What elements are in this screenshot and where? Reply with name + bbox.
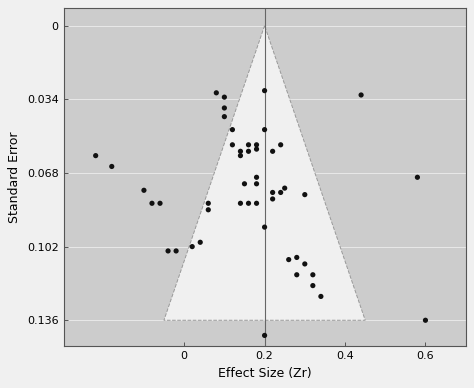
Point bbox=[301, 192, 309, 198]
Point bbox=[293, 272, 301, 278]
Point bbox=[188, 244, 196, 250]
Point bbox=[237, 200, 244, 206]
Point bbox=[261, 332, 268, 338]
Point bbox=[309, 272, 317, 278]
Point bbox=[245, 148, 252, 154]
Point bbox=[212, 90, 220, 96]
Point bbox=[269, 148, 276, 154]
Point bbox=[301, 261, 309, 267]
Point bbox=[245, 142, 252, 148]
Point bbox=[228, 126, 236, 133]
Point bbox=[220, 94, 228, 100]
Point bbox=[173, 248, 180, 254]
Point bbox=[277, 189, 284, 196]
Point bbox=[228, 142, 236, 148]
Point bbox=[414, 174, 421, 180]
Point bbox=[156, 200, 164, 206]
Point bbox=[92, 152, 100, 159]
Point bbox=[237, 152, 244, 159]
Point bbox=[261, 126, 268, 133]
Point bbox=[309, 282, 317, 289]
Polygon shape bbox=[164, 26, 365, 320]
Point bbox=[140, 187, 148, 193]
Point bbox=[204, 207, 212, 213]
Point bbox=[220, 114, 228, 120]
Point bbox=[261, 224, 268, 230]
Point bbox=[253, 174, 260, 180]
Point bbox=[196, 239, 204, 245]
Point bbox=[108, 163, 116, 170]
Point bbox=[204, 200, 212, 206]
Point bbox=[261, 88, 268, 94]
Point bbox=[285, 256, 292, 263]
Point bbox=[281, 185, 289, 191]
Point bbox=[148, 200, 156, 206]
Point bbox=[277, 142, 284, 148]
Point bbox=[422, 317, 429, 323]
Point bbox=[357, 92, 365, 98]
Point bbox=[253, 181, 260, 187]
Point bbox=[237, 148, 244, 154]
Point bbox=[269, 196, 276, 202]
X-axis label: Effect Size (Zr): Effect Size (Zr) bbox=[218, 367, 311, 380]
Point bbox=[253, 146, 260, 152]
Y-axis label: Standard Error: Standard Error bbox=[9, 132, 21, 223]
Point bbox=[220, 105, 228, 111]
Point bbox=[293, 255, 301, 261]
Point bbox=[317, 293, 325, 300]
Point bbox=[253, 200, 260, 206]
Point bbox=[269, 189, 276, 196]
Point bbox=[253, 142, 260, 148]
Point bbox=[245, 200, 252, 206]
Point bbox=[241, 181, 248, 187]
Point bbox=[164, 248, 172, 254]
